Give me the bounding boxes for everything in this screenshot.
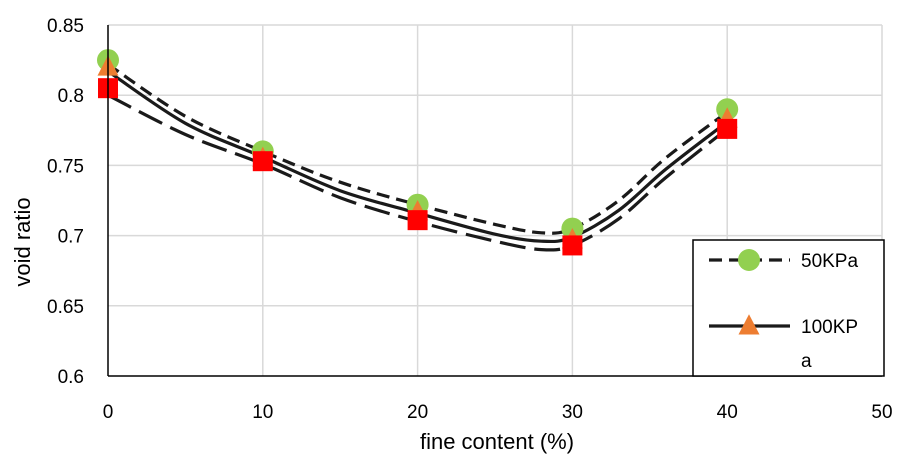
legend-box — [692, 239, 885, 377]
legend: 50KPa 100KP a — [692, 239, 885, 377]
trend-line-2 — [107, 69, 729, 244]
y-tick-label: 0.65 — [47, 297, 84, 318]
x-tick-label: 10 — [252, 402, 273, 423]
legend-marker-100kpa — [738, 314, 760, 335]
legend-label-100kpa-line1: 100KP — [801, 317, 858, 338]
data-point-series-3 — [562, 235, 583, 256]
y-tick-label: 0.7 — [58, 227, 84, 248]
data-point-series-3 — [252, 151, 273, 172]
data-point-series-3 — [407, 210, 428, 231]
x-tick-label: 40 — [717, 402, 738, 423]
y-tick-label: 0.85 — [47, 16, 84, 37]
legend-label-100kpa-line2: a — [801, 351, 812, 372]
data-markers — [97, 49, 739, 256]
y-tick-label: 0.8 — [58, 86, 84, 107]
y-tick-label: 0.75 — [47, 156, 84, 177]
y-tick-label: 0.6 — [58, 367, 84, 388]
tick-labels: 0 10 20 30 40 50 0.6 0.65 0.7 0.75 0.8 0.85 — [47, 16, 893, 423]
x-tick-label: 50 — [871, 402, 892, 423]
trend-lines — [107, 62, 729, 252]
y-axis-title: void ratio — [10, 197, 35, 286]
legend-marker-50kpa — [738, 249, 760, 271]
trend-line-3 — [107, 93, 729, 252]
data-point-series-3 — [717, 118, 738, 139]
trend-line-1 — [107, 62, 729, 235]
x-axis-title: fine content (%) — [420, 429, 574, 454]
legend-label-50kpa: 50KPa — [801, 251, 858, 272]
x-tick-label: 20 — [407, 402, 428, 423]
x-tick-label: 0 — [103, 402, 114, 423]
x-tick-label: 30 — [562, 402, 583, 423]
